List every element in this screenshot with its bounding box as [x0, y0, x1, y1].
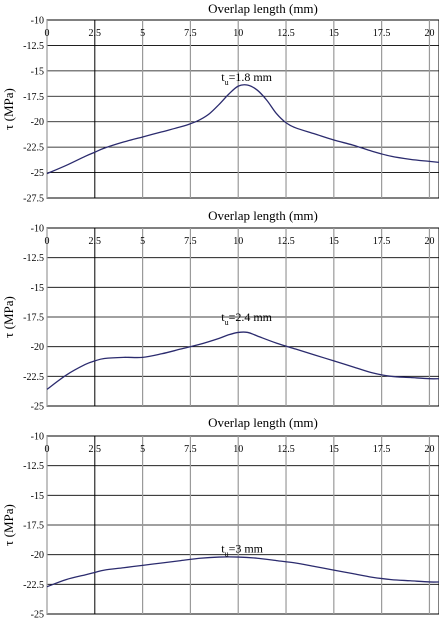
y-tick-label: -25	[31, 168, 44, 179]
thickness-annotation: tu=2.4 mm	[221, 310, 272, 327]
annotation-subscript: u	[225, 318, 229, 327]
thickness-annotation: tu=3 mm	[221, 542, 263, 559]
y-tick-label: -22.5	[23, 372, 44, 383]
chart-title: Overlap length (mm)	[208, 415, 318, 430]
x-tick-label: 7.5	[184, 236, 197, 247]
annotation-subscript: u	[225, 550, 229, 559]
x-tick-label: 12.5	[277, 444, 295, 455]
y-axis-label: τ (MPa)	[1, 504, 16, 546]
annotation-value: =1.8 mm	[229, 70, 273, 84]
x-tick-label: 12.5	[277, 236, 295, 247]
y-tick-label: -15	[31, 66, 44, 77]
x-tick-label: 2.5	[89, 444, 102, 455]
y-tick-label: -17.5	[23, 313, 44, 324]
x-tick-label: 2.5	[89, 236, 102, 247]
y-tick-label: -17.5	[23, 92, 44, 103]
series-line	[46, 84, 439, 175]
x-tick-label: 15	[329, 236, 339, 247]
y-tick-label: -20	[31, 117, 44, 128]
x-tick-label: 7.5	[184, 444, 197, 455]
y-tick-label: -17.5	[23, 521, 44, 532]
x-tick-label: 7.5	[184, 28, 197, 39]
y-tick-label: -10	[31, 432, 44, 443]
chart-panel-3: -10 -12.5 -15 -17.5 -20 -22.5 -25 0 2.5 5 7.5 10 12.…	[1, 415, 439, 621]
y-tick-label: -20	[31, 342, 44, 353]
chart-panel-1: -10 -12.5 -15 -17.5 -20 -22.5 -25 -27.5 0 2.5 5 7.5…	[1, 1, 439, 205]
chart-panel-2: -10 -12.5 -15 -17.5 -20 -22.5 -25 0 2.5 5 7.5 10 12.…	[1, 208, 439, 413]
x-tick-label: 15	[329, 444, 339, 455]
y-tick-label: -10	[31, 224, 44, 235]
annotation-main: t	[221, 310, 225, 324]
x-tick-label: 15	[329, 28, 339, 39]
x-tick-label: 10	[233, 28, 243, 39]
x-tick-label: 10	[233, 236, 243, 247]
y-tick-label: -25	[31, 610, 44, 620]
y-axis-label: τ (MPa)	[1, 88, 16, 130]
x-tick-label: 17.5	[373, 236, 391, 247]
chart-title: Overlap length (mm)	[208, 208, 318, 223]
annotation-subscript: u	[225, 78, 229, 87]
plot-area	[46, 19, 439, 199]
y-tick-label: -22.5	[23, 580, 44, 591]
x-tick-label: 20	[424, 28, 434, 39]
annotation-value: =3 mm	[229, 542, 264, 556]
x-tick-label: 5	[140, 236, 145, 247]
x-tick-label: 5	[140, 444, 145, 455]
x-tick-label: 12.5	[277, 28, 295, 39]
series-line	[46, 556, 439, 588]
x-tick-label: 17.5	[373, 28, 391, 39]
x-tick-label: 0	[45, 444, 50, 455]
y-axis-label: τ (MPa)	[1, 296, 16, 338]
y-tick-label: -27.5	[23, 194, 44, 205]
y-tick-label: -15	[31, 491, 44, 502]
y-tick-label: -12.5	[23, 461, 44, 472]
y-tick-label: -15	[31, 283, 44, 294]
x-tick-label: 17.5	[373, 444, 391, 455]
y-tick-label: -12.5	[23, 41, 44, 52]
annotation-main: t	[221, 542, 225, 556]
y-tick-label: -12.5	[23, 253, 44, 264]
y-tick-label: -22.5	[23, 143, 44, 154]
x-tick-label: 10	[233, 444, 243, 455]
y-tick-label: -20	[31, 550, 44, 561]
annotation-value: =2.4 mm	[229, 310, 273, 324]
annotation-main: t	[221, 70, 225, 84]
chart-title: Overlap length (mm)	[208, 1, 318, 16]
y-tick-label: -25	[31, 402, 44, 413]
series-line	[46, 331, 439, 390]
x-tick-label: 20	[424, 444, 434, 455]
x-tick-label: 2.5	[89, 28, 102, 39]
x-tick-label: 0	[45, 28, 50, 39]
y-tick-label: -10	[31, 16, 44, 27]
x-tick-label: 0	[45, 236, 50, 247]
thickness-annotation: tu=1.8 mm	[221, 70, 272, 87]
x-tick-label: 5	[140, 28, 145, 39]
x-tick-label: 20	[424, 236, 434, 247]
